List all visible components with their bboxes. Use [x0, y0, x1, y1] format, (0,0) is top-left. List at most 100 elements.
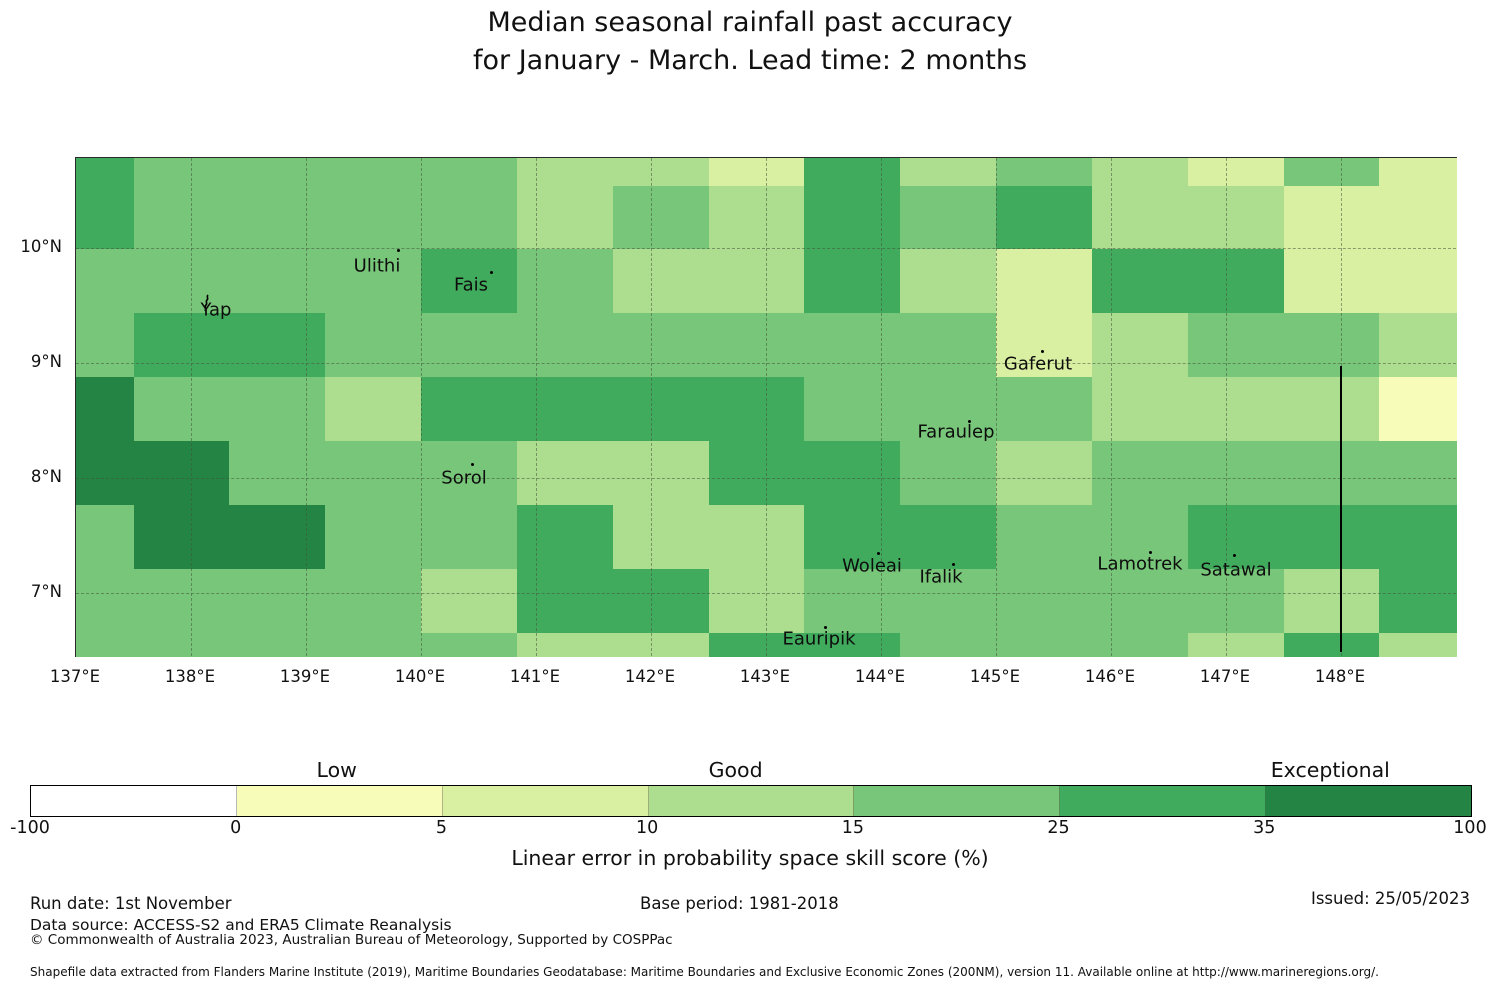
grid-cell: [1283, 249, 1380, 314]
colorbar-tick-label: 0: [230, 818, 242, 838]
grid-cell: [325, 505, 422, 570]
x-tick-label: 148°E: [1314, 667, 1366, 686]
colorbar-tick-label: 100: [1453, 818, 1487, 838]
x-tick-label: 144°E: [854, 667, 906, 686]
grid-cell: [804, 440, 901, 506]
grid-cell: [612, 633, 710, 657]
colorbar-tick-label: 35: [1253, 818, 1276, 838]
grid-cell: [900, 633, 997, 657]
island-label: Ifalik: [919, 566, 963, 588]
grid-cell: [325, 249, 422, 314]
colorbar-segment: [236, 786, 443, 816]
grid-cell: [1187, 157, 1285, 187]
grid-cell: [229, 186, 326, 250]
grid-cell: [708, 312, 805, 378]
grid-cell: [996, 505, 1093, 570]
grid-cell: [708, 377, 805, 442]
grid-cell: [76, 377, 135, 442]
y-tick-label: 7°N: [30, 582, 62, 601]
grid-cell: [133, 633, 230, 657]
grid-cell: [76, 312, 135, 378]
colorbar-segment: [648, 786, 855, 816]
grid-cell: [1379, 312, 1457, 378]
grid-cell: [325, 568, 422, 634]
island-marker-dot: [1041, 350, 1044, 353]
x-tick-label: 146°E: [1084, 667, 1136, 686]
grid-cell: [1091, 312, 1189, 378]
grid-cell: [133, 568, 230, 634]
y-tick-label: 8°N: [30, 467, 62, 486]
grid-cell: [421, 157, 518, 187]
grid-cell: [325, 633, 422, 657]
grid-cell: [612, 377, 710, 442]
grid-cell: [516, 249, 614, 314]
latitude-gridline: [76, 593, 1456, 594]
grid-cell: [1091, 505, 1189, 570]
grid-cell: [1379, 157, 1457, 187]
grid-cell: [996, 157, 1093, 187]
island-label: Satawal: [1200, 559, 1272, 581]
grid-cell: [612, 505, 710, 570]
colorbar-segment: [854, 786, 1061, 816]
latitude-gridline: [76, 363, 1456, 364]
grid-cell: [325, 440, 422, 506]
grid-cell: [421, 377, 518, 442]
grid-cell: [1187, 377, 1285, 442]
grid-cell: [900, 568, 997, 634]
grid-cell: [1091, 157, 1189, 187]
grid-cell: [76, 249, 135, 314]
x-tick-label: 141°E: [509, 667, 561, 686]
grid-cell: [804, 633, 901, 657]
grid-cell: [325, 377, 422, 442]
grid-cell: [1091, 377, 1189, 442]
grid-cell: [708, 505, 805, 570]
grid-cell: [133, 505, 230, 570]
grid-cell: [708, 440, 805, 506]
grid-cell: [1187, 440, 1285, 506]
grid-cell: [421, 505, 518, 570]
longitude-gridline: [996, 158, 997, 656]
grid-cell: [804, 505, 901, 570]
grid-cell: [1187, 568, 1285, 634]
grid-cell: [1187, 505, 1285, 570]
grid-cell: [1283, 186, 1380, 250]
grid-cell: [1379, 377, 1457, 442]
longitude-gridline: [306, 158, 307, 656]
island-label: Lamotrek: [1097, 553, 1183, 575]
island-label: Gaferut: [1003, 353, 1073, 375]
latitude-gridline: [76, 478, 1456, 479]
x-tick-label: 138°E: [164, 667, 216, 686]
grid-cell: [133, 186, 230, 250]
grid-cell: [421, 633, 518, 657]
grid-cell: [708, 249, 805, 314]
footer-run-date: Run date: 1st November: [30, 894, 232, 913]
grid-cell: [612, 249, 710, 314]
colorbar-segment: [1060, 786, 1267, 816]
grid-cell: [76, 157, 135, 187]
grid-cell: [804, 157, 901, 187]
grid-cell: [1283, 505, 1380, 570]
grid-cell: [76, 633, 135, 657]
grid-cell: [1379, 505, 1457, 570]
grid-cell: [900, 440, 997, 506]
colorbar-segment: [442, 786, 649, 816]
footer-copyright: © Commonwealth of Australia 2023, Austra…: [30, 932, 673, 948]
grid-cell: [229, 249, 326, 314]
grid-cell: [229, 568, 326, 634]
grid-cell: [1283, 312, 1380, 378]
grid-cell: [1283, 440, 1380, 506]
grid-cell: [229, 440, 326, 506]
grid-cell: [229, 377, 326, 442]
grid-cell: [516, 377, 614, 442]
grid-cell: [900, 312, 997, 378]
grid-cell: [516, 440, 614, 506]
grid-cell: [516, 505, 614, 570]
grid-cell: [76, 505, 135, 570]
heatmap-plot-area: Yap Ulithi Fais Sorol Gaferut Faraulep Woleai I…: [75, 157, 1457, 657]
chart-title-line2: for January - March. Lead time: 2 months: [472, 45, 1028, 76]
island-marker-dot: [471, 463, 474, 466]
colorbar-tick-label: -100: [10, 818, 50, 838]
grid-cell: [421, 186, 518, 250]
x-tick-label: 142°E: [624, 667, 676, 686]
grid-cell: [516, 568, 614, 634]
